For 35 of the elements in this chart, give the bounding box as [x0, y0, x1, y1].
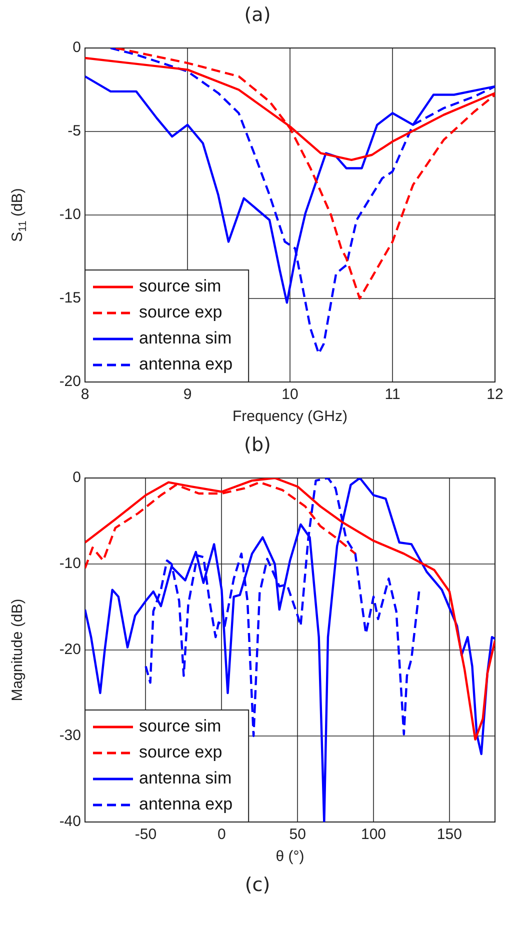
x-tick-label: 10 — [282, 386, 298, 404]
y-tick-label: 0 — [72, 469, 81, 486]
y-axis-title: S11 (dB) — [9, 188, 30, 242]
y-tick-label: 0 — [72, 39, 81, 56]
x-tick-label: 11 — [384, 386, 400, 404]
x-tick-label: 8 — [80, 386, 90, 404]
x-axis-title: Frequency (GHz) — [232, 408, 348, 426]
text: (b) — [243, 433, 272, 458]
legend-label: antenna exp — [139, 354, 233, 374]
x-tick-label: 12 — [486, 386, 504, 404]
y-tick-label: -20 — [59, 641, 81, 658]
x-tick-label: 100 — [361, 826, 386, 844]
legend-label: antenna exp — [139, 794, 233, 814]
text: (c) — [244, 873, 272, 898]
y-axis-title: Magnitude (dB) — [9, 598, 26, 702]
x-tick-label: 0 — [217, 826, 226, 844]
y-tick-label: -10 — [59, 206, 81, 224]
x-axis-title: θ (°) — [276, 848, 304, 866]
y-tick-label: -30 — [59, 727, 81, 744]
y-tick-label: -15 — [59, 290, 81, 307]
legend-label: source sim — [139, 276, 222, 296]
text: (a) — [243, 3, 272, 28]
legend-label: source exp — [139, 742, 222, 762]
legend-label: antenna sim — [139, 328, 232, 348]
x-tick-label: -50 — [134, 826, 157, 844]
x-tick-label: 50 — [289, 826, 306, 844]
y-tick-label: -40 — [59, 813, 81, 830]
legend-label: antenna sim — [139, 768, 232, 788]
x-tick-label: 150 — [436, 826, 462, 844]
y-tick-label: -20 — [59, 373, 81, 390]
legend-label: source sim — [139, 716, 222, 736]
x-tick-label: 9 — [183, 386, 192, 404]
y-tick-label: -5 — [68, 122, 81, 140]
y-tick-label: -10 — [59, 555, 81, 572]
legend-label: source exp — [139, 302, 222, 322]
